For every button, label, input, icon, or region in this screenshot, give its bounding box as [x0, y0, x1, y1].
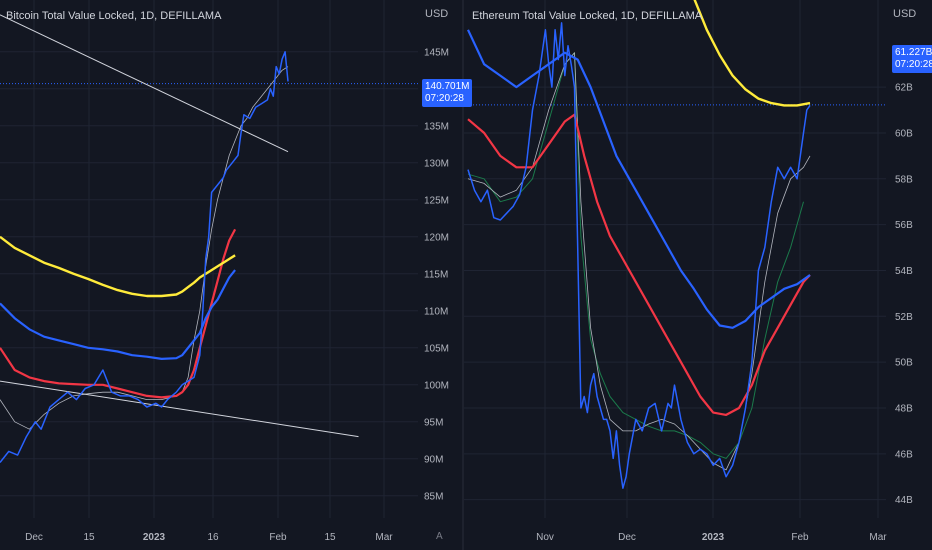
x-tick-label: 2023: [702, 532, 725, 543]
eth-tvl-panel[interactable]: 44B 46B 48B 50B 52B 54B 56B 58B 60B 62B Nov Dec 2023…: [464, 0, 913, 543]
y-tick-label: 90M: [424, 454, 443, 465]
btc-ma-blue[interactable]: [0, 269, 236, 360]
x-tick-label: 15: [324, 532, 336, 543]
eth-chart-title: Ethereum Total Value Locked, 1D, DEFILLA…: [472, 10, 703, 22]
x-tick-label: Feb: [791, 532, 809, 543]
y-tick-label: 58B: [895, 174, 913, 185]
eth-last-price: 61.227B: [895, 47, 932, 58]
x-tick-label: 15: [83, 532, 95, 543]
btc-ma-red[interactable]: [0, 228, 237, 399]
x-tick-label: Mar: [375, 532, 393, 543]
eth-last-price-badge: 61.227B 07:20:28: [892, 45, 932, 73]
btc-chart-title: Bitcoin Total Value Locked, 1D, DEFILLAM…: [6, 10, 222, 22]
eth-ma-green[interactable]: [467, 52, 804, 459]
btc-tvl-price-line[interactable]: [0, 51, 289, 463]
y-tick-label: 48B: [895, 403, 913, 414]
x-tick-label: 2023: [143, 532, 166, 543]
btc-last-price-badge: 140.701M 07:20:28: [422, 79, 473, 107]
x-tick-label: Mar: [869, 532, 887, 543]
y-tick-label: 46B: [895, 449, 913, 460]
x-tick-label: Nov: [536, 532, 554, 543]
eth-ma-gray[interactable]: [467, 52, 811, 471]
eth-currency-label: USD: [893, 8, 917, 20]
y-tick-label: 52B: [895, 312, 913, 323]
eth-ma-red[interactable]: [467, 113, 811, 416]
x-tick-label: 16: [207, 532, 219, 543]
eth-countdown: 07:20:28: [895, 59, 932, 70]
y-tick-label: 54B: [895, 266, 913, 277]
y-tick-label: 135M: [424, 121, 449, 132]
y-tick-label: 85M: [424, 491, 443, 502]
y-tick-label: 125M: [424, 195, 449, 206]
btc-ma-gray[interactable]: [0, 66, 289, 430]
x-tick-label: Feb: [269, 532, 287, 543]
y-tick-label: 62B: [895, 83, 913, 94]
x-tick-label: Dec: [25, 532, 43, 543]
y-tick-label: 105M: [424, 343, 449, 354]
btc-tvl-panel[interactable]: 85M 90M 95M 100M 105M 110M 115M 120M 125M 130M 135…: [0, 0, 449, 543]
y-tick-label: 44B: [895, 495, 913, 506]
y-tick-label: 100M: [424, 380, 449, 391]
y-tick-label: 56B: [895, 220, 913, 231]
y-tick-label: 145M: [424, 47, 449, 58]
eth-tvl-price-line[interactable]: [467, 22, 811, 489]
y-tick-label: 115M: [424, 269, 448, 280]
y-tick-label: 130M: [424, 158, 449, 169]
y-tick-label: 95M: [424, 417, 443, 428]
y-tick-label: 120M: [424, 232, 449, 243]
eth-ma-yellow[interactable]: [693, 0, 811, 107]
btc-countdown: 07:20:28: [425, 93, 464, 104]
y-tick-label: 50B: [895, 358, 913, 369]
btc-last-price: 140.701M: [425, 81, 470, 92]
auto-scale-button[interactable]: A: [436, 531, 443, 542]
y-tick-label: 110M: [424, 306, 448, 317]
btc-currency-label: USD: [425, 8, 449, 20]
btc-trendline[interactable]: [0, 14, 289, 153]
y-tick-label: 60B: [895, 128, 913, 139]
btc-trendline[interactable]: [0, 380, 359, 438]
btc-ma-yellow[interactable]: [0, 235, 236, 298]
x-tick-label: Dec: [618, 532, 636, 543]
